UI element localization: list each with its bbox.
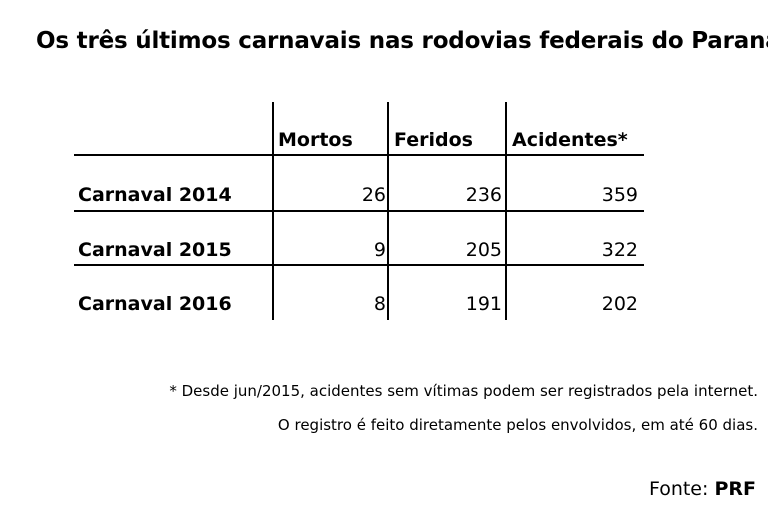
row-divider-1	[74, 210, 644, 212]
column-divider-2	[387, 102, 389, 320]
row-divider-2	[74, 264, 644, 266]
cell-2014-mortos: 26	[361, 184, 386, 206]
cell-2016-acidentes: 202	[601, 293, 638, 315]
footnote-line-1: * Desde jun/2015, acidentes sem vítimas …	[169, 382, 758, 400]
cell-2015-feridos: 205	[465, 239, 502, 261]
cell-2015-acidentes: 322	[601, 239, 638, 261]
column-header-feridos: Feridos	[394, 129, 473, 151]
cell-2015-mortos: 9	[373, 239, 386, 261]
column-header-mortos: Mortos	[278, 129, 353, 151]
cell-2014-acidentes: 359	[601, 184, 638, 206]
row-label-2016: Carnaval 2016	[78, 293, 232, 315]
source-credit: Fonte: PRF	[649, 478, 756, 500]
cell-2016-feridos: 191	[465, 293, 502, 315]
source-prefix: Fonte:	[648, 478, 709, 500]
source-name: PRF	[714, 478, 756, 500]
row-label-2015: Carnaval 2015	[78, 239, 232, 261]
column-divider-1	[272, 102, 274, 320]
footnote-line-2: O registro é feito diretamente pelos env…	[277, 416, 758, 434]
column-header-acidentes: Acidentes*	[512, 129, 628, 151]
row-label-2014: Carnaval 2014	[78, 184, 232, 206]
cell-2016-mortos: 8	[373, 293, 386, 315]
cell-2014-feridos: 236	[465, 184, 502, 206]
column-divider-3	[505, 102, 507, 320]
table-title: Os três últimos carnavais nas rodovias f…	[36, 28, 768, 54]
header-underline	[74, 154, 644, 156]
